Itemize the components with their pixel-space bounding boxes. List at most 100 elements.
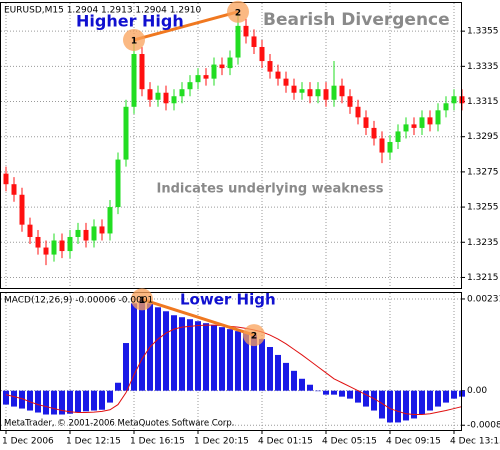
macd-bar — [179, 317, 185, 391]
y-tick-label: 1.3235 — [467, 238, 499, 248]
candle-body — [307, 89, 313, 97]
divergence-marker — [243, 324, 265, 347]
divergence-marker-label: 1 — [139, 296, 145, 306]
y-tick-label: 1.3335 — [467, 62, 499, 72]
candle-body — [251, 36, 257, 47]
macd-bar — [19, 390, 25, 409]
x-tick-label: 4 Dec 01:15 — [258, 437, 313, 447]
candle-body — [107, 207, 113, 234]
macd-bar — [299, 378, 305, 391]
y-tick-label: 0.00231 — [467, 294, 500, 304]
candle-body — [443, 103, 449, 111]
candle-body — [435, 110, 441, 125]
candle-body — [3, 173, 9, 185]
macd-bar — [443, 390, 449, 403]
macd-title: MACD(12,26,9) -0.00006 -0.0001 — [4, 296, 153, 306]
candle-body — [419, 117, 425, 128]
macd-bar — [435, 390, 441, 407]
macd-bar — [355, 390, 361, 403]
candle-body — [139, 54, 145, 90]
macd-bar — [339, 390, 345, 397]
macd-bar — [59, 390, 65, 415]
macd-bar — [163, 311, 169, 391]
macd-bar — [387, 390, 393, 423]
macd-bar — [307, 384, 313, 391]
macd-bar — [203, 323, 209, 391]
macd-bar — [379, 390, 385, 419]
candle-body — [363, 117, 369, 128]
macd-bar — [371, 390, 377, 411]
macd-bar — [171, 315, 177, 391]
macd-bar — [275, 354, 281, 391]
macd-bar — [99, 390, 105, 410]
candle-body — [235, 25, 241, 58]
candle-body — [403, 124, 409, 132]
candle-body — [371, 127, 377, 139]
macd-bar — [211, 325, 217, 391]
weakness-label: Indicates underlying weakness — [157, 182, 384, 197]
candle-body — [451, 96, 457, 104]
macd-bar — [11, 390, 17, 407]
candle-body — [155, 92, 161, 100]
y-tick-label: -0.00087 — [467, 421, 500, 431]
macd-bar — [283, 362, 289, 391]
candle-body — [411, 124, 417, 128]
macd-bar — [395, 390, 401, 423]
y-tick-label: 0.00 — [467, 386, 487, 396]
candle-body — [227, 57, 233, 69]
candle-body — [59, 240, 65, 252]
macd-bar — [291, 370, 297, 391]
candle-body — [267, 61, 273, 72]
signal-line — [5, 324, 463, 416]
x-tick-label: 1 Dec 16:15 — [130, 437, 185, 447]
candle-body — [347, 96, 353, 107]
x-tick-label: 4 Dec 13:15 — [450, 437, 500, 447]
macd-bar — [315, 390, 321, 392]
candle-body — [115, 159, 121, 208]
macd-bar — [35, 390, 41, 413]
candle-body — [331, 85, 337, 100]
candle-body — [195, 75, 201, 83]
divergence-marker — [131, 288, 153, 311]
macd-bar — [83, 390, 89, 412]
x-tick-label: 1 Dec 12:15 — [66, 437, 121, 447]
macd-bar — [139, 299, 145, 391]
divergence-marker — [123, 28, 145, 51]
macd-bar — [323, 390, 329, 395]
candle-body — [387, 141, 393, 153]
macd-panel-frame — [0, 292, 462, 431]
candle-body — [339, 85, 345, 97]
macd-bar — [347, 390, 353, 399]
macd-bar — [123, 343, 129, 391]
candle-body — [163, 92, 169, 104]
price-title: EURUSD,M15 1.2904 1.2913 1.2904 1.2910 — [4, 6, 202, 16]
candle-body — [131, 54, 137, 107]
macd-bar — [411, 390, 417, 419]
candle-body — [379, 138, 385, 153]
marks — [3, 11, 465, 434]
candle-body — [19, 194, 25, 225]
x-tick-label: 4 Dec 05:15 — [322, 437, 377, 447]
macd-bar — [267, 347, 273, 391]
candle-body — [67, 236, 73, 252]
candle-body — [283, 78, 289, 86]
footer: MetaTrader, © 2001-2006 MetaQuotes Softw… — [4, 419, 234, 429]
candle-body — [43, 247, 49, 255]
candle-body — [243, 25, 249, 37]
macd-bar — [27, 390, 33, 411]
candle-body — [187, 82, 193, 90]
candle-body — [211, 64, 217, 79]
candle-body — [395, 131, 401, 142]
macd-bar — [419, 390, 425, 415]
macd-bar — [51, 390, 57, 415]
candle-body — [11, 184, 17, 195]
macd-bar — [219, 327, 225, 391]
y-tick-label: 1.3355 — [467, 27, 499, 37]
candle-body — [35, 236, 41, 248]
candle-body — [147, 89, 153, 100]
macd-bar — [75, 390, 81, 413]
macd-bar — [243, 333, 249, 391]
y-tick-label: 1.3215 — [467, 273, 499, 283]
